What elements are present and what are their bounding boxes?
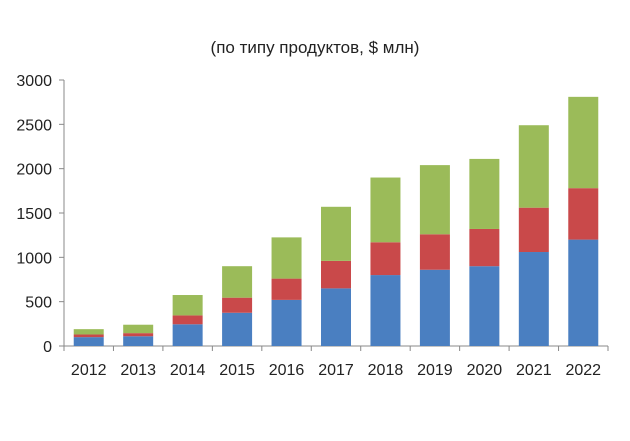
bar-segment-2019-s2	[419, 234, 450, 270]
bar-segment-2022-s2	[568, 188, 599, 240]
bar-segment-2012-s2	[73, 334, 104, 338]
bar-segment-2016-s2	[271, 278, 302, 300]
y-tick-label: 2500	[16, 117, 52, 134]
bar-segment-2019-s1	[419, 269, 450, 346]
x-tick-label: 2015	[219, 362, 255, 379]
chart-subtitle: (по типу продуктов, $ млн)	[210, 38, 420, 57]
y-tick-label: 1500	[16, 206, 52, 223]
bar-segment-2019-s3	[419, 165, 450, 235]
bar-segment-2012-s3	[73, 329, 104, 335]
x-tick-label: 2014	[170, 362, 206, 379]
bar-segment-2013-s3	[123, 324, 154, 334]
bar-segment-2021-s3	[518, 125, 549, 208]
bar-segment-2020-s2	[469, 228, 500, 267]
bar-segment-2015-s3	[222, 266, 253, 298]
bar-segment-2017-s1	[321, 288, 351, 346]
x-tick-label: 2022	[565, 362, 601, 379]
bar-segment-2017-s3	[321, 206, 351, 261]
bar-segment-2018-s1	[370, 275, 401, 346]
bar-segment-2016-s3	[271, 237, 302, 279]
bar-segment-2021-s2	[518, 207, 549, 253]
x-tick-label: 2012	[71, 362, 107, 379]
bar-segment-2020-s3	[469, 158, 500, 229]
y-tick-label: 500	[25, 295, 52, 312]
bar-segment-2014-s3	[172, 295, 203, 316]
x-tick-label: 2018	[368, 362, 404, 379]
x-tick-label: 2013	[120, 362, 156, 379]
bar-segment-2022-s3	[568, 96, 599, 189]
bar-segment-2021-s1	[518, 252, 549, 346]
bar-segment-2018-s2	[370, 242, 401, 276]
bar-segment-2014-s1	[172, 324, 203, 346]
x-tick-label: 2017	[318, 362, 354, 379]
bar-segment-2020-s1	[469, 266, 500, 346]
bar-segment-2018-s3	[370, 177, 401, 243]
y-tick-label: 1000	[16, 250, 52, 267]
bar-segment-2015-s2	[222, 297, 253, 313]
bar-segment-2012-s1	[73, 337, 104, 346]
bar-segment-2013-s1	[123, 336, 154, 346]
y-tick-label: 3000	[16, 73, 52, 90]
bar-segment-2022-s1	[568, 239, 599, 346]
bar-segment-2013-s2	[123, 333, 154, 337]
bar-segment-2017-s2	[321, 260, 351, 289]
bar-segment-2014-s2	[172, 315, 203, 325]
bar-segment-2016-s1	[271, 299, 302, 346]
y-tick-label: 0	[43, 339, 52, 356]
bar-segment-2015-s1	[222, 312, 253, 346]
x-tick-label: 2019	[417, 362, 453, 379]
y-tick-label: 2000	[16, 162, 52, 179]
x-tick-label: 2021	[516, 362, 552, 379]
x-tick-label: 2020	[467, 362, 503, 379]
x-tick-label: 2016	[269, 362, 305, 379]
